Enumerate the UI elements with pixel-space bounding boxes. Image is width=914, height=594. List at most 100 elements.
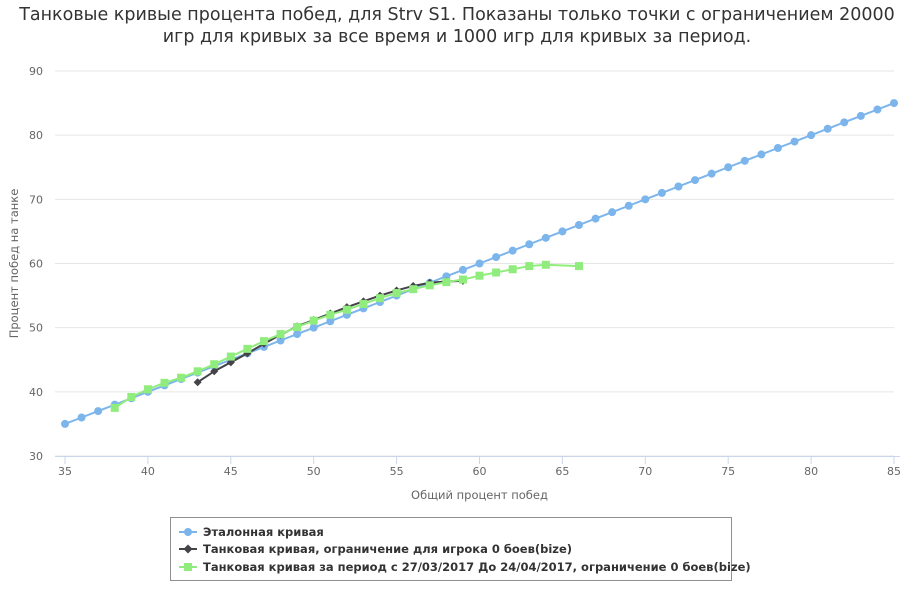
legend-label-reference: Эталонная кривая	[203, 524, 324, 539]
data-point-reference[interactable]	[890, 99, 898, 108]
data-point-period[interactable]	[293, 323, 302, 332]
data-point-reference[interactable]	[823, 124, 832, 133]
data-point-period[interactable]	[143, 385, 152, 394]
data-point-reference[interactable]	[657, 188, 666, 197]
data-point-reference[interactable]	[873, 105, 882, 114]
data-point-reference[interactable]	[691, 176, 700, 185]
data-point-period[interactable]	[376, 294, 385, 303]
data-point-reference[interactable]	[757, 150, 766, 159]
data-point-period[interactable]	[492, 268, 501, 277]
series-layer	[61, 99, 898, 428]
data-point-period[interactable]	[458, 275, 467, 284]
data-point-reference[interactable]	[541, 233, 550, 242]
data-point-period[interactable]	[193, 367, 202, 376]
legend-item-player-limit[interactable]: Танковая кривая, ограничение для игрока …	[171, 541, 731, 559]
data-point-player-limit[interactable]	[210, 367, 219, 376]
data-point-reference[interactable]	[309, 323, 318, 332]
legend: Эталонная кривая Танковая кривая, ограни…	[170, 517, 751, 581]
data-point-reference[interactable]	[790, 137, 799, 146]
data-point-reference[interactable]	[326, 317, 335, 326]
chart-title-line-1: Танковые кривые процента побед, для Strv…	[19, 5, 895, 25]
series-line-player-limit	[196, 279, 464, 384]
data-point-period[interactable]	[442, 278, 451, 287]
data-point-reference[interactable]	[276, 336, 285, 345]
data-point-reference[interactable]	[856, 111, 865, 120]
data-point-period[interactable]	[574, 262, 583, 271]
data-point-reference[interactable]	[624, 201, 633, 210]
chart-title-line-2: игр для кривых за все время и 1000 игр д…	[162, 27, 752, 47]
data-point-reference[interactable]	[724, 163, 733, 172]
data-point-reference[interactable]	[458, 265, 467, 274]
data-point-reference[interactable]	[840, 118, 849, 127]
legend-label-player-limit: Танковая кривая, ограничение для игрока …	[203, 542, 573, 557]
x-tick-label: 65	[555, 465, 569, 478]
data-point-reference[interactable]	[94, 407, 103, 416]
data-point-period[interactable]	[409, 285, 418, 294]
data-point-reference[interactable]	[707, 169, 716, 178]
series-period	[110, 260, 583, 412]
grid-lines	[55, 70, 894, 457]
data-point-reference[interactable]	[61, 419, 69, 428]
data-point-reference[interactable]	[558, 227, 567, 236]
x-tick-label: 35	[58, 465, 72, 478]
data-point-reference[interactable]	[492, 253, 501, 262]
x-tick-label: 45	[224, 465, 238, 478]
data-point-player-limit[interactable]	[193, 378, 202, 387]
data-point-reference[interactable]	[608, 208, 617, 217]
x-axis-title: Общий процент побед	[411, 488, 548, 502]
x-tick-label: 70	[638, 465, 652, 478]
data-point-period[interactable]	[276, 330, 285, 339]
data-point-period[interactable]	[177, 373, 186, 382]
x-tick-label: 50	[307, 465, 321, 478]
x-tick-label: 75	[721, 465, 735, 478]
data-point-period[interactable]	[210, 360, 219, 369]
data-point-period[interactable]	[392, 289, 401, 298]
y-axis-title: Процент побед на танке	[7, 189, 21, 339]
y-tick-label: 80	[29, 129, 43, 142]
data-point-reference[interactable]	[641, 195, 650, 204]
series-player-limit	[193, 276, 467, 387]
data-point-reference[interactable]	[293, 330, 302, 339]
data-point-reference[interactable]	[807, 131, 816, 140]
data-point-reference[interactable]	[525, 240, 534, 249]
data-point-period[interactable]	[342, 305, 351, 314]
data-point-period[interactable]	[259, 337, 268, 346]
data-point-period[interactable]	[508, 265, 517, 274]
x-tick-label: 80	[804, 465, 818, 478]
data-point-period[interactable]	[127, 392, 136, 401]
data-point-reference[interactable]	[475, 259, 484, 268]
data-point-period[interactable]	[425, 281, 434, 290]
data-point-period[interactable]	[525, 262, 534, 271]
data-point-period[interactable]	[309, 316, 318, 325]
legend-item-reference[interactable]: Эталонная кривая	[171, 523, 731, 541]
data-point-period[interactable]	[326, 310, 335, 319]
legend-label-period: Танковая кривая за период с 27/03/2017 Д…	[203, 559, 751, 574]
data-point-reference[interactable]	[740, 156, 749, 165]
data-point-period[interactable]	[541, 260, 550, 269]
circle-marker-icon	[179, 527, 197, 536]
data-point-period[interactable]	[226, 352, 235, 361]
data-point-period[interactable]	[243, 344, 252, 353]
y-tick-label: 60	[29, 258, 43, 271]
data-point-period[interactable]	[475, 271, 484, 280]
y-tick-label: 40	[29, 386, 43, 399]
y-tick-label: 90	[29, 65, 43, 78]
data-point-reference[interactable]	[574, 221, 583, 229]
diamond-marker-icon	[179, 544, 197, 554]
data-point-period[interactable]	[160, 378, 169, 387]
x-tick-label: 60	[473, 465, 487, 478]
data-point-reference[interactable]	[591, 214, 600, 223]
data-point-reference[interactable]	[773, 144, 782, 152]
data-point-period[interactable]	[110, 403, 119, 412]
x-tick-label: 85	[887, 465, 901, 478]
legend-item-period[interactable]: Танковая кривая за период с 27/03/2017 Д…	[171, 558, 751, 576]
data-point-reference[interactable]	[674, 182, 683, 191]
series-line-period	[113, 263, 580, 409]
data-point-reference[interactable]	[77, 413, 86, 422]
x-tick-label: 40	[141, 465, 155, 478]
x-tick-label: 55	[390, 465, 404, 478]
data-point-period[interactable]	[359, 299, 368, 308]
square-marker-icon	[179, 562, 197, 571]
data-point-reference[interactable]	[508, 246, 517, 255]
